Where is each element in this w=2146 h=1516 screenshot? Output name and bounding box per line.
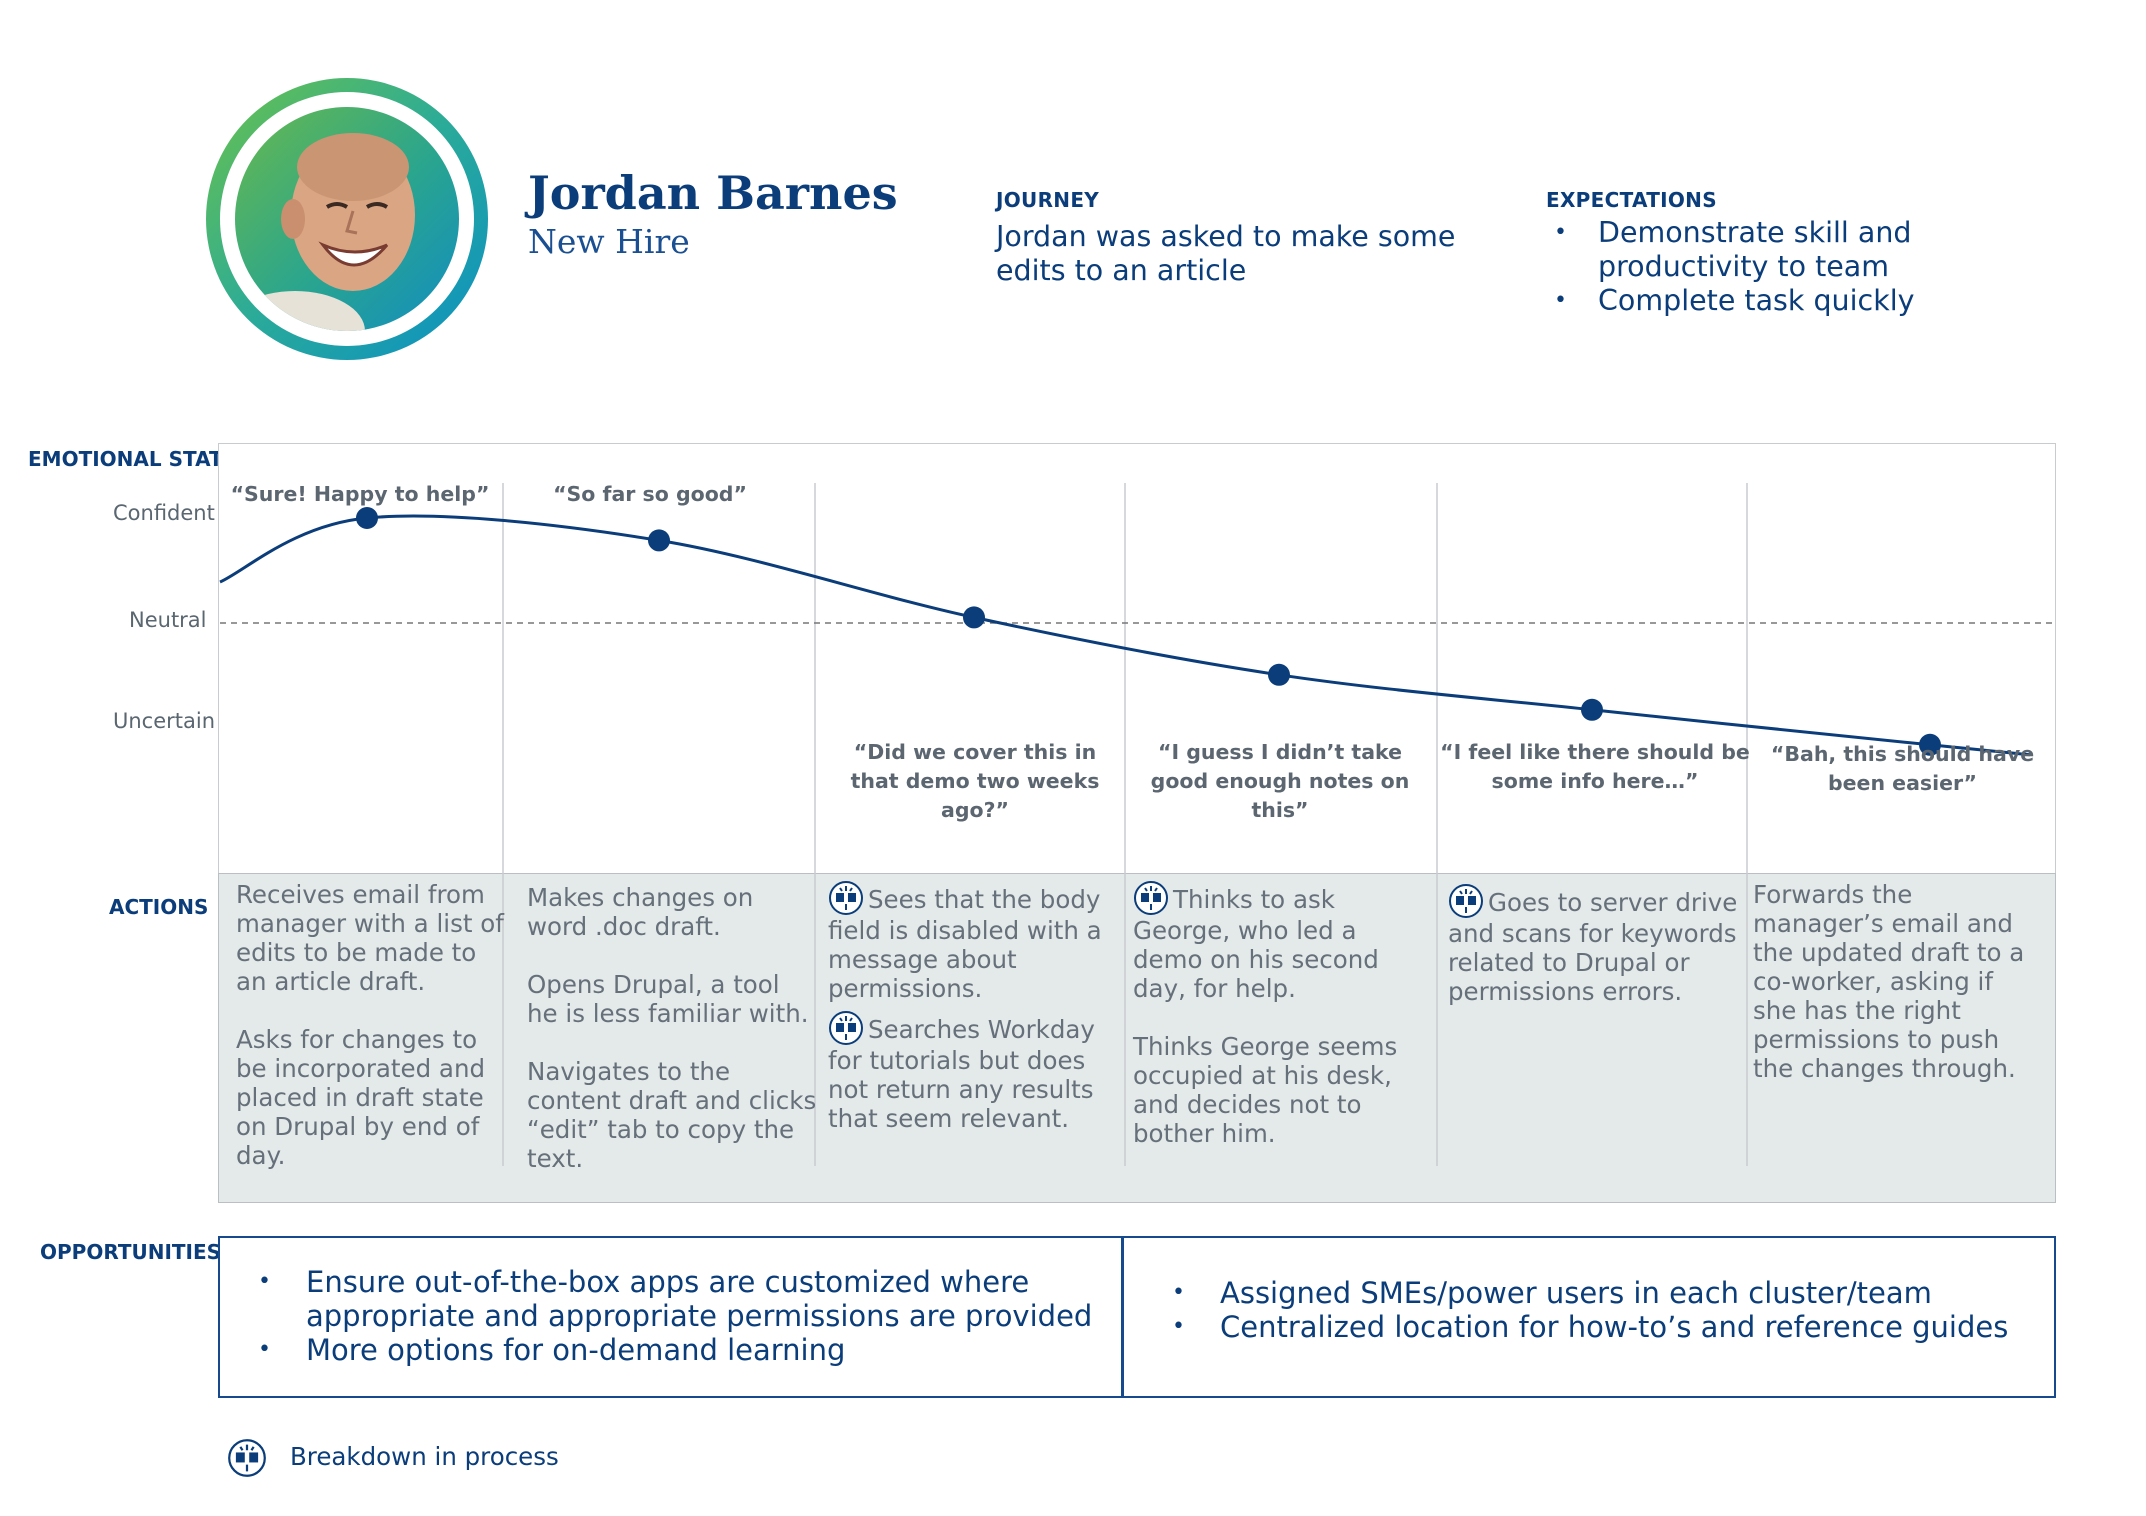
opportunity-item: • Centralized location for how-to’s and r… bbox=[1172, 1310, 2009, 1344]
emotion-point bbox=[648, 529, 670, 552]
action-item: Thinks George seems occupied at his desk… bbox=[1133, 1032, 1398, 1148]
action-item: Receives email from manager with a list … bbox=[236, 880, 504, 996]
scale-neutral-label: Neutral bbox=[129, 608, 207, 632]
scale-confident-label: Confident bbox=[113, 501, 215, 525]
legend-label: Breakdown in process bbox=[290, 1442, 559, 1471]
opportunity-item: • Assigned SMEs/power users in each clust… bbox=[1172, 1276, 1932, 1310]
action-item: Thinks to ask George, who led a demo on … bbox=[1133, 880, 1433, 1003]
breakdown-icon bbox=[828, 1010, 864, 1046]
stage-actions: Thinks to ask George, who led a demo on … bbox=[1133, 880, 1433, 1148]
emotion-point bbox=[1919, 733, 1941, 756]
emotion-point bbox=[356, 507, 378, 529]
scale-uncertain-label: Uncertain bbox=[113, 709, 216, 733]
actions-label: ACTIONS bbox=[109, 895, 209, 919]
opportunities-divider bbox=[1121, 1236, 1124, 1398]
stage-quote: “I feel like there should be some info h… bbox=[1440, 740, 1750, 793]
persona-role: New Hire bbox=[528, 222, 690, 261]
opportunities-right: • Assigned SMEs/power users in each clust… bbox=[1164, 1276, 2044, 1344]
action-item: Forwards the manager’s email and the upd… bbox=[1753, 880, 2025, 1083]
opportunities-label: OPPORTUNITIES bbox=[40, 1240, 222, 1264]
opportunities-panel bbox=[218, 1236, 2056, 1398]
expectation-item: • Demonstrate skill and productivity to t… bbox=[1554, 216, 1912, 283]
opportunity-item: • Ensure out-of-the-box apps are customiz… bbox=[258, 1265, 1093, 1333]
action-item: Opens Drupal, a tool he is less familiar… bbox=[527, 970, 809, 1028]
stage-actions: Makes changes on word .doc draft. Opens … bbox=[527, 883, 817, 1173]
stage-actions: Sees that the body field is disabled wit… bbox=[828, 880, 1120, 1133]
breakdown-icon bbox=[1448, 883, 1484, 919]
stage-quote: “So far so good” bbox=[553, 482, 747, 506]
expectations-list: • Demonstrate skill and productivity to t… bbox=[1546, 216, 2016, 318]
actions-panel bbox=[218, 873, 2056, 1203]
emotion-curve bbox=[219, 514, 2031, 757]
stage-actions: Goes to server drive and scans for keywo… bbox=[1448, 883, 1738, 1006]
journey-label: JOURNEY bbox=[996, 188, 1100, 212]
action-item: Asks for changes to be incorporated and … bbox=[236, 1025, 486, 1170]
stage-actions: Forwards the manager’s email and the upd… bbox=[1753, 880, 2043, 1083]
emotion-point bbox=[1268, 663, 1290, 686]
action-item: Searches Workday for tutorials but does … bbox=[828, 1010, 1120, 1133]
breakdown-icon bbox=[828, 880, 864, 916]
persona-name: Jordan Barnes bbox=[528, 166, 898, 220]
emotional-state-label: EMOTIONAL STATE bbox=[28, 447, 237, 471]
breakdown-icon bbox=[1133, 880, 1169, 916]
stage-quote: “I guess I didn’t take good enough notes… bbox=[1150, 740, 1410, 822]
stage-actions: Receives email from manager with a list … bbox=[236, 880, 506, 1170]
emotion-point bbox=[963, 606, 985, 629]
expectation-item: • Complete task quickly bbox=[1554, 284, 1915, 317]
expectations-label: EXPECTATIONS bbox=[1546, 188, 1717, 212]
emotion-point bbox=[1581, 698, 1603, 721]
stage-quote: “Sure! Happy to help” bbox=[230, 482, 490, 506]
action-item: Goes to server drive and scans for keywo… bbox=[1448, 883, 1738, 1006]
action-item: Navigates to the content draft and click… bbox=[527, 1057, 817, 1173]
emotional-state-panel bbox=[218, 443, 2056, 875]
opportunity-item: • More options for on-demand learning bbox=[258, 1333, 846, 1367]
action-item: Makes changes on word .doc draft. bbox=[527, 883, 754, 941]
stage-quote: “Did we cover this in that demo two week… bbox=[850, 740, 1100, 822]
breakdown-icon bbox=[227, 1438, 267, 1478]
journey-text: Jordan was asked to make some edits to a… bbox=[996, 220, 1456, 287]
action-item: Sees that the body field is disabled wit… bbox=[828, 880, 1120, 1003]
opportunities-left: • Ensure out-of-the-box apps are customiz… bbox=[250, 1265, 1100, 1367]
stage-quote: “Bah, this should have been easier” bbox=[1770, 742, 2035, 795]
